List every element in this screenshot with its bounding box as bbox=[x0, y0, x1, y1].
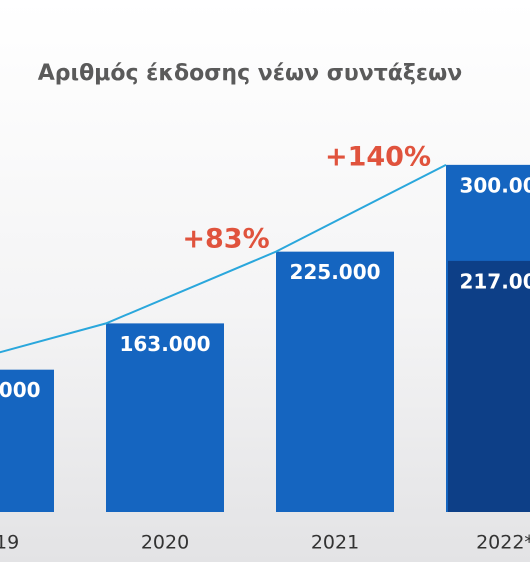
bar bbox=[106, 323, 224, 512]
x-tick-label: 2021 bbox=[311, 532, 359, 554]
value-label: 300.000 bbox=[459, 173, 530, 197]
trend-line bbox=[0, 163, 447, 354]
annotation: +83% bbox=[182, 224, 269, 255]
value-label: 163.000 bbox=[119, 332, 210, 356]
x-tick-label: 2022* bbox=[476, 532, 530, 554]
x-tick-label: 2019 bbox=[0, 532, 19, 554]
bar bbox=[0, 369, 54, 512]
value-label: 225.000 bbox=[289, 260, 380, 284]
value-label: 123.000 bbox=[0, 378, 41, 402]
bar bbox=[448, 260, 530, 512]
x-tick-label: 2020 bbox=[141, 532, 189, 554]
value-label: 217.000 bbox=[459, 269, 530, 293]
bar bbox=[276, 251, 394, 512]
annotation: +140% bbox=[325, 142, 431, 173]
chart-title: Αριθμός έκδοσης νέων συντάξεων bbox=[38, 61, 463, 86]
